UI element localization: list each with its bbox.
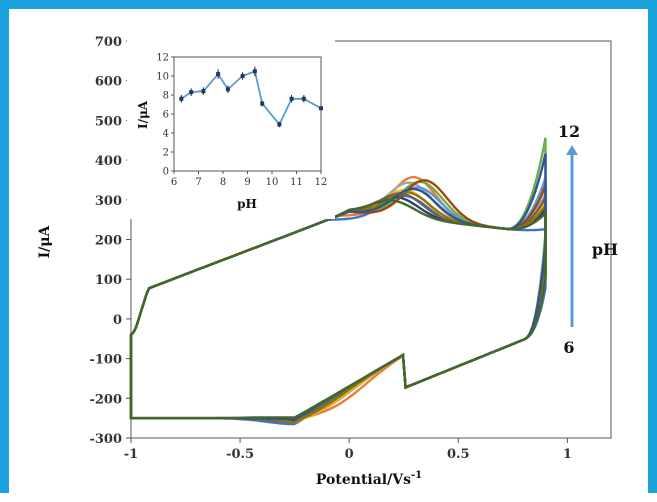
x-axis-label-main: Potential/Vs [316,472,411,488]
y-tick-label: 100 [95,273,122,288]
annotation-axis-label: pH [592,240,618,259]
y-tick-label: -100 [89,353,122,368]
inset-y-tick-label: 6 [163,110,169,121]
inset-data-point [240,74,245,78]
x-tick-label: -1 [124,447,138,462]
y-tick-label: 0 [113,313,122,328]
inset-data-point [319,106,323,111]
inset-data-point [289,96,294,101]
inset-x-tick-label: 7 [195,177,201,188]
y-axis-label: I/μA [37,224,53,258]
inset-data-point [260,101,265,106]
inset-x-axis-label: pH [237,197,257,211]
x-axis-label: Potential/Vs-1 [316,470,422,488]
y-tick-label: 500 [95,114,122,129]
y-tick-label: 400 [95,154,122,169]
cv-series-line [129,199,547,420]
inset-data-point [301,96,306,101]
inset-x-tick-label: 10 [266,177,279,188]
inset-y-tick-label: 4 [163,129,169,140]
y-tick-label: -200 [89,392,122,407]
inset-y-tick-label: 12 [156,53,169,64]
y-tick-label: 200 [95,234,122,249]
inset-y-tick-label: 8 [163,91,169,102]
cv-series-line [129,192,547,424]
inset-series-line [180,70,322,127]
y-tick-label: 300 [95,194,122,209]
annotation-bottom-label: 6 [563,338,574,357]
main-series [129,137,547,426]
inset-x-tick-label: 9 [244,177,250,188]
inset-background [127,39,335,219]
x-tick-label: 0 [345,447,354,462]
inset-data-point [201,89,206,94]
annotation-top-label: 12 [558,122,580,141]
annotation-arrow-head [566,145,578,155]
inset-axes: 0 2 4 6 8 10 12 6 7 8 9 10 11 12 [156,53,327,189]
x-tick-label: -0.5 [226,447,254,462]
inset-y-tick-label: 2 [163,148,169,159]
inset-data-point [216,72,221,77]
cv-series-line [129,195,547,422]
inset-x-tick-label: 12 [315,177,328,188]
x-tick-label: 1 [563,447,572,462]
inset-x-tick-label: 6 [171,177,177,188]
inset-series [179,66,323,128]
y-tick-label: 600 [95,75,122,90]
cv-series-line [129,194,547,426]
inset-data-point [225,87,230,92]
inset-data-point [189,90,194,95]
inset-y-tick-label: 10 [156,72,169,83]
y-tick-label: 700 [95,35,122,50]
inset-y-axis-label: I/μA [136,100,150,129]
inset-x-tick-label: 11 [290,177,303,188]
x-tick-label: 0.5 [447,447,470,462]
y-tick-label: -300 [89,432,122,447]
inset-x-tick-label: 8 [220,177,226,188]
inset-data-point [277,122,282,127]
x-axis-label-superscript: -1 [411,470,422,481]
inset-data-point [252,69,257,74]
inset-y-tick-label: 0 [163,167,169,178]
inset-data-point [179,96,184,101]
